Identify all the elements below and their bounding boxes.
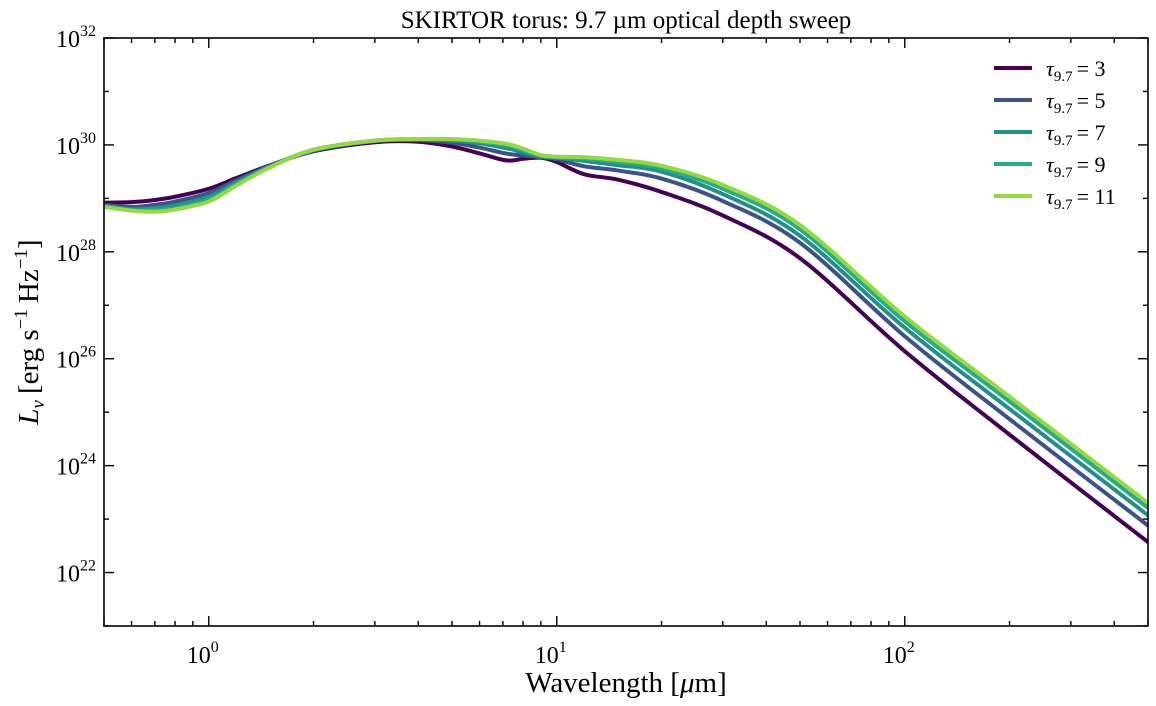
x-tick-label: 101 xyxy=(535,639,567,669)
series-line-2 xyxy=(104,137,1148,528)
legend: τ9.7 = 3 τ9.7 = 5 τ9.7 = 7 τ9.7 = 9 τ9.7 = 11 xyxy=(994,56,1116,213)
x-tick-label: 102 xyxy=(883,639,915,669)
legend-label: τ9.7 = 5 xyxy=(1046,88,1106,117)
legend-label: τ9.7 = 11 xyxy=(1046,184,1116,213)
legend-item: τ9.7 = 11 xyxy=(994,184,1116,213)
x-axis-label: Wavelength [μm] xyxy=(525,667,726,699)
y-tick-label: 1026 xyxy=(56,344,96,374)
series-line-3 xyxy=(104,137,1148,518)
legend-label: τ9.7 = 9 xyxy=(1046,152,1106,181)
x-tick-label: 100 xyxy=(187,639,219,669)
y-tick-label: 1032 xyxy=(56,23,96,53)
legend-item: τ9.7 = 9 xyxy=(994,152,1106,181)
chart-title: SKIRTOR torus: 9.7 µm optical depth swee… xyxy=(401,7,852,34)
y-tick-labels: 1022 1024 1026 1028 1030 1032 xyxy=(56,23,96,588)
y-tick-label: 1022 xyxy=(56,558,96,588)
series-line-1 xyxy=(104,139,1148,545)
series-layer xyxy=(104,136,1148,545)
y-tick-label: 1028 xyxy=(56,237,96,267)
x-tick-labels: 100 101 102 xyxy=(187,639,915,669)
plot-frame xyxy=(103,37,1149,627)
legend-label: τ9.7 = 7 xyxy=(1046,120,1106,149)
ticks-layer xyxy=(103,37,1149,627)
y-tick-label: 1024 xyxy=(56,451,96,481)
series-line-4 xyxy=(104,136,1148,510)
legend-item: τ9.7 = 3 xyxy=(994,56,1106,85)
y-tick-label: 1030 xyxy=(56,130,96,160)
y-axis-label: Lν[erg s−1Hz−1] xyxy=(11,239,49,425)
legend-label: τ9.7 = 3 xyxy=(1046,56,1106,85)
series-line-5 xyxy=(104,136,1148,506)
legend-item: τ9.7 = 7 xyxy=(994,120,1106,149)
legend-item: τ9.7 = 5 xyxy=(994,88,1106,117)
